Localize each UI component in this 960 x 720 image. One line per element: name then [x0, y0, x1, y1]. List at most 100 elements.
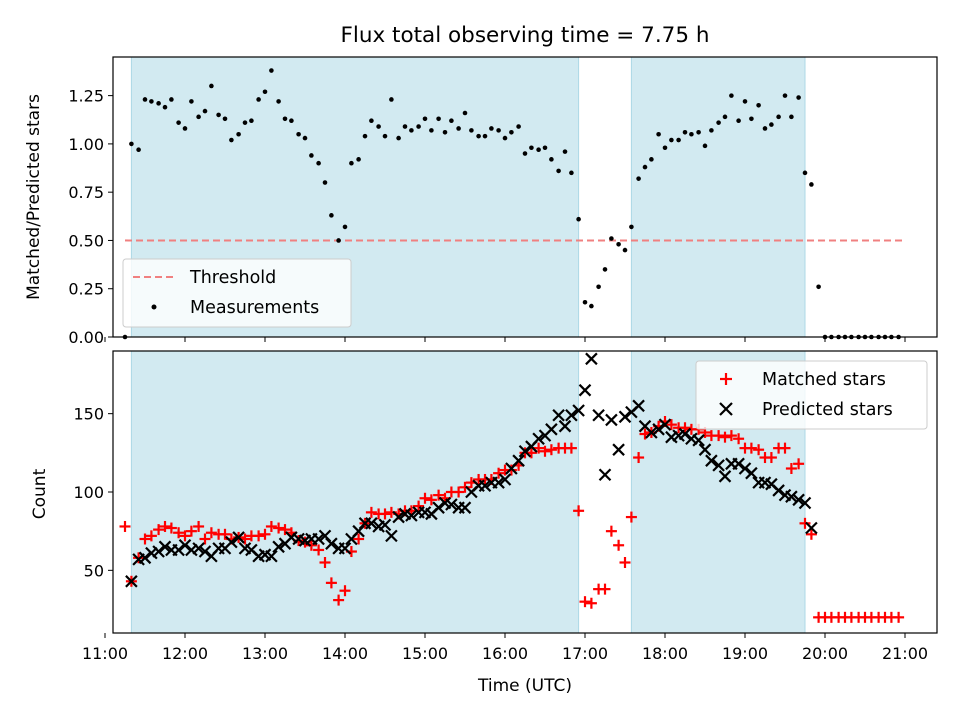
measurement-point [736, 118, 741, 124]
predicted-star-point [578, 383, 592, 397]
top-legend: Threshold Measurements [122, 258, 352, 328]
matched-star-point [153, 524, 165, 536]
predicted-star-point [178, 538, 192, 552]
predicted-star-point [678, 427, 692, 441]
measurement-point [589, 303, 594, 309]
matched-star-point [785, 463, 797, 474]
measurement-point [542, 145, 548, 151]
measurement-point [629, 224, 634, 230]
measurement-point [502, 135, 508, 141]
predicted-star-point [798, 496, 812, 510]
predicted-star-mark-b [778, 488, 792, 502]
measurement-point [202, 108, 208, 114]
measurement-point [382, 133, 388, 139]
predicted-star-point [138, 551, 152, 565]
figure-title: Flux total observing time = 7.75 h [341, 23, 710, 48]
measurement-point [769, 122, 774, 127]
predicted-star-mark-b [272, 540, 285, 554]
predicted-star-point [338, 542, 352, 555]
predicted-star-point [512, 454, 525, 467]
predicted-star-mark-b [738, 462, 752, 475]
matched-star-point [779, 442, 791, 454]
matched-star-point [313, 544, 325, 556]
matched-star-point [259, 528, 271, 540]
predicted-star-point [545, 423, 558, 436]
matched-star-point [533, 442, 545, 454]
legend-matched-swatch [720, 373, 732, 385]
predicted-star-mark-b [458, 501, 472, 514]
predicted-star-point [552, 408, 565, 422]
measurement-point [229, 137, 234, 143]
predicted-star-mark-b [378, 518, 392, 532]
matched-star-point [539, 445, 551, 457]
predicted-star-point [518, 444, 532, 458]
predicted-star-point [198, 545, 212, 558]
matched-star-point [579, 596, 591, 608]
measurement-point [136, 147, 141, 152]
predicted-star-mark-b [178, 538, 192, 552]
predicted-star-mark-b [365, 517, 378, 530]
predicted-star-mark-b [392, 510, 405, 524]
legend-predicted-swatch [719, 402, 733, 416]
measurement-point [616, 242, 621, 247]
matched-star-point [493, 467, 505, 479]
x-tick-label: 12:00 [162, 644, 208, 663]
x-tick-label: 15:00 [402, 644, 448, 663]
predicted-star-mark-b [765, 477, 778, 491]
measurement-point [369, 118, 374, 124]
measurement-point [176, 120, 181, 125]
predicted-star-point [605, 413, 618, 427]
predicted-star-mark-b [398, 507, 412, 521]
top-y-tick-label: 0.75 [68, 183, 104, 202]
predicted-star-mark-b [632, 399, 645, 413]
predicted-star-mark-b [238, 542, 252, 555]
measurement-point [302, 135, 308, 141]
matched-star-point [319, 557, 331, 568]
predicted-star-point [772, 484, 785, 497]
predicted-star-point [705, 454, 718, 467]
bottom-legend: Matched stars Predicted stars [695, 360, 928, 430]
measurement-point [642, 164, 648, 170]
predicted-star-point [632, 399, 645, 413]
bottom-y-tick-label: 150 [73, 405, 104, 424]
predicted-star-mark-b [438, 496, 452, 510]
top-series-measurements [122, 68, 901, 340]
predicted-star-point [732, 457, 745, 471]
predicted-star-point [478, 479, 492, 493]
measurement-point [389, 97, 394, 102]
measurement-point [756, 102, 761, 108]
measurement-point [762, 126, 768, 131]
matched-star-point [665, 419, 677, 431]
predicted-star-point [325, 537, 338, 550]
measurement-point [569, 170, 574, 176]
bottom-y-tick-label: 100 [73, 483, 104, 502]
measurement-point [636, 176, 641, 181]
measurement-point [482, 133, 488, 139]
measurement-point [276, 99, 281, 104]
measurement-point [516, 124, 521, 129]
measurement-point [282, 116, 288, 122]
predicted-star-mark-b [578, 383, 592, 397]
measurement-point [562, 149, 568, 154]
predicted-star-point [565, 408, 578, 422]
measurement-point [556, 168, 561, 174]
measurement-point [289, 118, 294, 124]
legend-predicted-label: Predicted stars [762, 400, 893, 420]
predicted-star-point [692, 434, 705, 447]
measurement-point [309, 153, 314, 158]
measurement-point [682, 130, 688, 135]
measurement-point [396, 135, 401, 141]
predicted-star-mark-b [745, 466, 758, 480]
predicted-star-mark-b [225, 535, 238, 549]
legend-measurements-label: Measurements [190, 298, 319, 318]
predicted-star-mark-b [192, 542, 205, 555]
measurement-point [782, 93, 788, 98]
matched-star-point [379, 508, 391, 520]
measurement-point [796, 95, 801, 100]
predicted-star-point [645, 426, 658, 439]
matched-star-point [793, 458, 805, 470]
measurement-point [156, 101, 161, 106]
predicted-star-mark-b [785, 490, 798, 503]
matched-star-point [185, 525, 197, 537]
measurement-point [362, 133, 368, 139]
